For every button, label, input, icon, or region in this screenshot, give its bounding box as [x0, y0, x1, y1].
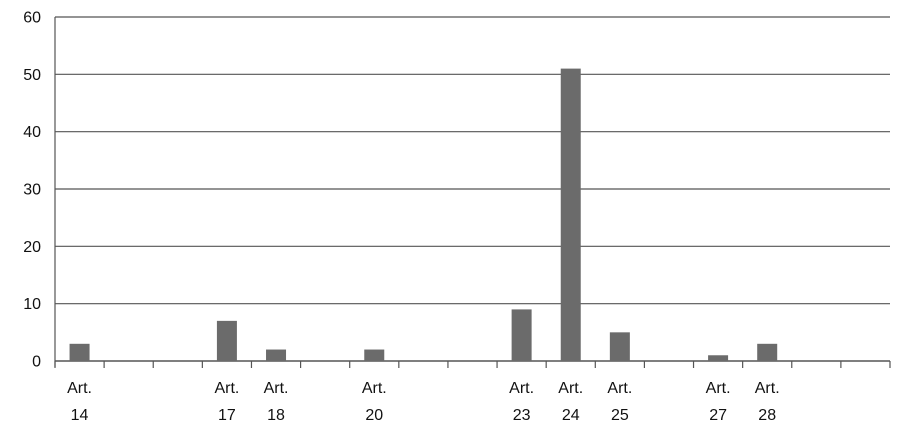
y-axis: 0 10 20 30 40 50 60 [23, 10, 56, 371]
x-category-number: 17 [218, 407, 236, 424]
bar [757, 343, 778, 361]
bars [69, 68, 778, 361]
x-category-number: 20 [365, 407, 383, 424]
y-tick-label: 0 [32, 354, 41, 371]
x-category-number: 24 [562, 407, 580, 424]
x-category-label: Art. [607, 380, 632, 397]
x-category-label: Art. [706, 380, 731, 397]
y-tick-label: 60 [23, 10, 41, 27]
bar [708, 355, 729, 361]
gridlines [55, 16, 890, 362]
x-category-number: 18 [267, 407, 285, 424]
x-category-number: 28 [758, 407, 776, 424]
x-axis: Art. 14 Art. 17 Art. 18 Art. 20 Art. 23 Art. 24 Art.… [54, 361, 891, 424]
x-category-number: 14 [71, 407, 89, 424]
bar [216, 320, 237, 361]
x-category-label: Art. [558, 380, 583, 397]
x-category-number: 23 [513, 407, 531, 424]
x-category-number: 27 [709, 407, 727, 424]
x-category-label: Art. [214, 380, 239, 397]
x-category-label: Art. [264, 380, 289, 397]
y-tick-label: 40 [23, 124, 41, 141]
bar [364, 349, 385, 361]
bar [511, 309, 532, 361]
x-category-label: Art. [509, 380, 534, 397]
y-tick-label: 20 [23, 239, 41, 256]
y-tick-label: 10 [23, 296, 41, 313]
bar [560, 68, 581, 361]
y-tick-label: 50 [23, 67, 41, 84]
x-category-label: Art. [67, 380, 92, 397]
bar [266, 349, 287, 361]
bar [609, 332, 630, 361]
x-category-label: Art. [755, 380, 780, 397]
bar [69, 343, 90, 361]
x-category-label: Art. [362, 380, 387, 397]
y-tick-label: 30 [23, 182, 41, 199]
x-category-number: 25 [611, 407, 629, 424]
